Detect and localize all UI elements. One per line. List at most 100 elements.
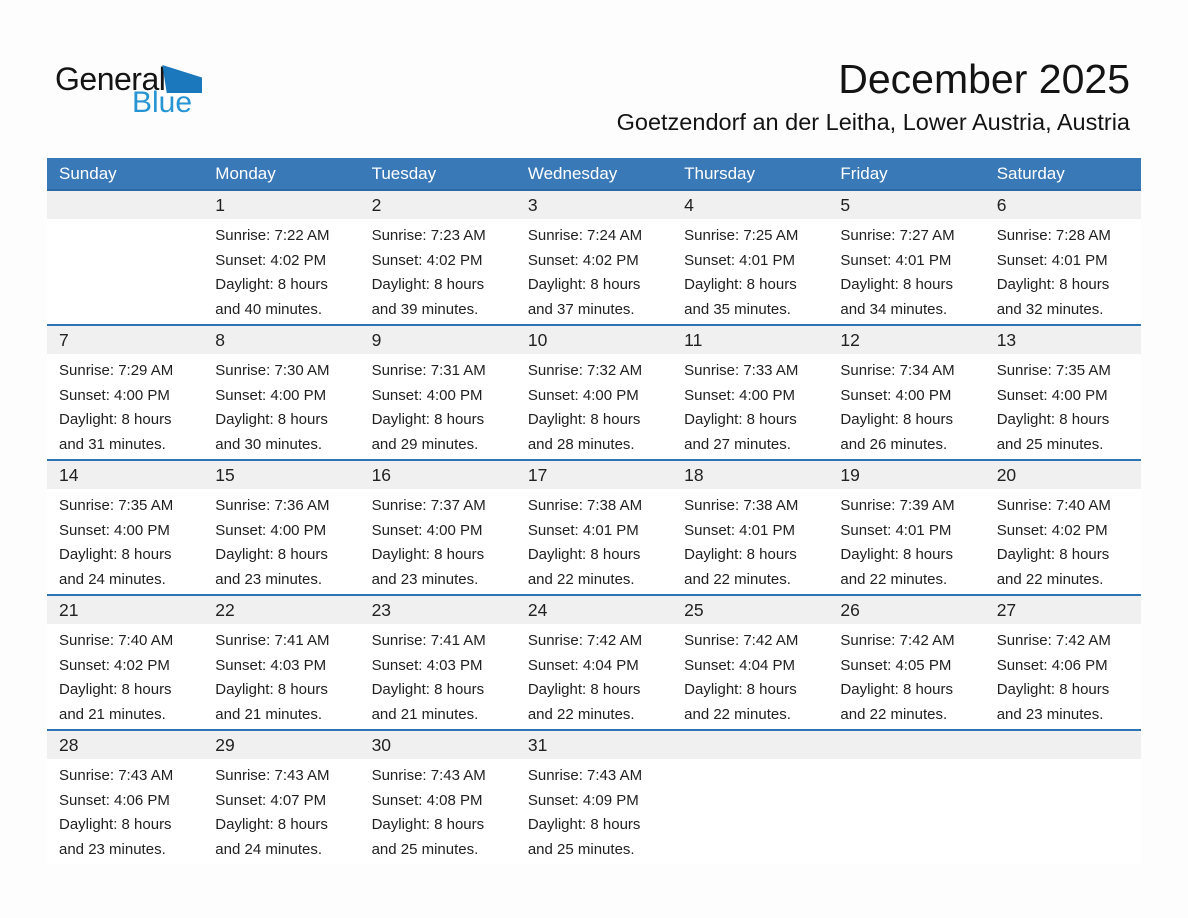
page-subtitle: Goetzendorf an der Leitha, Lower Austria… (616, 109, 1130, 136)
sunset-text: Sunset: 4:00 PM (371, 521, 483, 539)
sunrise-text: Sunrise: 7:24 AM (527, 227, 643, 244)
sunrise-text: Sunrise: 7:38 AM (527, 497, 643, 514)
daylight-text: Daylight: 8 hours and 22 minutes. (684, 546, 797, 588)
sunrise-text: Sunrise: 7:23 AM (371, 227, 486, 244)
day-cell: 28 Sunrise: 7:43 AM Sunset: 4:06 PM Dayligh… (47, 731, 204, 864)
day-number: 24 (515, 596, 673, 624)
sunrise-text: Sunrise: 7:42 AM (527, 632, 643, 649)
daylight-text: Daylight: 8 hours and 23 minutes. (215, 546, 328, 588)
sunset-text: Sunset: 4:01 PM (527, 521, 639, 539)
day-info: Sunrise: 7:29 AM Sunset: 4:00 PM Daylight:… (47, 354, 203, 457)
day-number: 14 (47, 461, 204, 489)
day-info: Sunrise: 7:42 AM Sunset: 4:06 PM Daylight:… (985, 624, 1141, 727)
sunrise-text: Sunrise: 7:40 AM (59, 632, 174, 649)
day-info: Sunrise: 7:43 AM Sunset: 4:07 PM Daylight:… (203, 759, 359, 862)
day-cell: 8 Sunrise: 7:30 AM Sunset: 4:00 PM Daylight… (203, 326, 360, 459)
weekday-header-wednesday: Wednesday (527, 163, 618, 183)
day-cell: 3 Sunrise: 7:24 AM Sunset: 4:02 PM Daylight… (515, 191, 673, 324)
day-cell: 17 Sunrise: 7:38 AM Sunset: 4:01 PM Dayligh… (515, 461, 673, 594)
sunrise-text: Sunrise: 7:25 AM (684, 227, 799, 244)
daylight-text: Daylight: 8 hours and 26 minutes. (840, 411, 953, 453)
sunset-text: Sunset: 4:00 PM (996, 386, 1108, 404)
daylight-text: Daylight: 8 hours and 21 minutes. (215, 681, 328, 723)
sunrise-text: Sunrise: 7:34 AM (840, 362, 955, 379)
sunset-text: Sunset: 4:02 PM (371, 251, 483, 269)
day-info: Sunrise: 7:24 AM Sunset: 4:02 PM Daylight:… (516, 219, 672, 322)
day-info: Sunrise: 7:25 AM Sunset: 4:01 PM Daylight:… (672, 219, 828, 322)
sunrise-text: Sunrise: 7:39 AM (840, 497, 955, 514)
day-cell: 7 Sunrise: 7:29 AM Sunset: 4:00 PM Daylight… (47, 326, 204, 459)
day-info: Sunrise: 7:35 AM Sunset: 4:00 PM Daylight:… (985, 354, 1141, 457)
daylight-text: Daylight: 8 hours and 22 minutes. (996, 546, 1110, 588)
day-cell: 30 Sunrise: 7:43 AM Sunset: 4:08 PM Dayligh… (359, 731, 516, 864)
day-cell: 23 Sunrise: 7:41 AM Sunset: 4:03 PM Dayligh… (359, 596, 516, 729)
day-cell: 14 Sunrise: 7:35 AM Sunset: 4:00 PM Dayligh… (47, 461, 204, 594)
daylight-text: Daylight: 8 hours and 25 minutes. (371, 816, 485, 858)
weekday-header-saturday: Saturday (996, 163, 1065, 183)
sunset-text: Sunset: 4:04 PM (684, 656, 796, 674)
sunset-text: Sunset: 4:01 PM (996, 251, 1108, 269)
day-cell: 13 Sunrise: 7:35 AM Sunset: 4:00 PM Dayligh… (984, 326, 1141, 459)
sunset-text: Sunset: 4:06 PM (59, 791, 170, 809)
day-info: Sunrise: 7:41 AM Sunset: 4:03 PM Daylight:… (360, 624, 516, 727)
day-number: 19 (828, 461, 985, 489)
day-cell: 4 Sunrise: 7:25 AM Sunset: 4:01 PM Daylight… (672, 191, 829, 324)
sunrise-text: Sunrise: 7:41 AM (215, 632, 330, 649)
day-number: 31 (515, 731, 673, 759)
sunset-text: Sunset: 4:01 PM (684, 251, 796, 269)
daylight-text: Daylight: 8 hours and 25 minutes. (996, 411, 1110, 453)
day-info: Sunrise: 7:42 AM Sunset: 4:04 PM Daylight:… (672, 624, 828, 727)
daylight-text: Daylight: 8 hours and 22 minutes. (527, 681, 641, 723)
day-number: 17 (515, 461, 673, 489)
day-number: 3 (515, 191, 673, 219)
day-number: 27 (984, 596, 1141, 624)
calendar-table: Sunday Monday Tuesday Wednesday Thursday Frid… (47, 158, 1141, 864)
daylight-text: Daylight: 8 hours and 37 minutes. (527, 276, 641, 318)
sunset-text: Sunset: 4:00 PM (527, 386, 639, 404)
day-cell: 15 Sunrise: 7:36 AM Sunset: 4:00 PM Dayligh… (203, 461, 360, 594)
sunrise-text: Sunrise: 7:27 AM (840, 227, 955, 244)
page-title: December 2025 (838, 56, 1130, 102)
day-number: 16 (359, 461, 516, 489)
sunset-text: Sunset: 4:01 PM (840, 521, 952, 539)
day-cell: 24 Sunrise: 7:42 AM Sunset: 4:04 PM Dayligh… (515, 596, 673, 729)
sunrise-text: Sunrise: 7:31 AM (371, 362, 486, 379)
day-cell: 10 Sunrise: 7:32 AM Sunset: 4:00 PM Dayligh… (515, 326, 673, 459)
week-row: 7 Sunrise: 7:29 AM Sunset: 4:00 PM Daylight… (47, 324, 1141, 459)
daylight-text: Daylight: 8 hours and 35 minutes. (684, 276, 797, 318)
daylight-text: Daylight: 8 hours and 31 minutes. (59, 411, 172, 453)
empty-day-cell (672, 731, 829, 864)
day-info: Sunrise: 7:33 AM Sunset: 4:00 PM Daylight:… (672, 354, 828, 457)
daylight-text: Daylight: 8 hours and 22 minutes. (840, 546, 953, 588)
sunrise-text: Sunrise: 7:43 AM (527, 767, 643, 784)
sunrise-text: Sunrise: 7:29 AM (59, 362, 174, 379)
general-blue-logo: General Blue (55, 63, 203, 118)
day-number: 4 (672, 191, 829, 219)
day-number: 12 (828, 326, 985, 354)
daylight-text: Daylight: 8 hours and 39 minutes. (371, 276, 485, 318)
day-number: 18 (672, 461, 829, 489)
sunset-text: Sunset: 4:01 PM (840, 251, 952, 269)
day-number (984, 731, 1141, 759)
title-block: December 2025 Goetzendorf an der Leitha,… (36, 0, 1130, 136)
sunrise-text: Sunrise: 7:35 AM (59, 497, 174, 514)
day-number (47, 191, 204, 219)
week-row: 21 Sunrise: 7:40 AM Sunset: 4:02 PM Dayligh… (47, 594, 1141, 729)
day-number: 26 (828, 596, 985, 624)
day-cell: 22 Sunrise: 7:41 AM Sunset: 4:03 PM Dayligh… (203, 596, 360, 729)
day-cell: 31 Sunrise: 7:43 AM Sunset: 4:09 PM Dayligh… (515, 731, 673, 864)
day-number: 30 (359, 731, 516, 759)
sunset-text: Sunset: 4:00 PM (371, 386, 483, 404)
sunrise-text: Sunrise: 7:43 AM (215, 767, 330, 784)
sunset-text: Sunset: 4:00 PM (59, 521, 170, 539)
sunset-text: Sunset: 4:00 PM (684, 386, 796, 404)
empty-day-cell (984, 731, 1141, 864)
daylight-text: Daylight: 8 hours and 22 minutes. (840, 681, 953, 723)
sunrise-text: Sunrise: 7:43 AM (59, 767, 174, 784)
day-number: 5 (828, 191, 985, 219)
day-info: Sunrise: 7:23 AM Sunset: 4:02 PM Daylight:… (360, 219, 516, 322)
day-info: Sunrise: 7:38 AM Sunset: 4:01 PM Daylight:… (516, 489, 672, 592)
empty-day-cell (828, 731, 985, 864)
sunset-text: Sunset: 4:02 PM (59, 656, 170, 674)
day-number: 2 (359, 191, 516, 219)
